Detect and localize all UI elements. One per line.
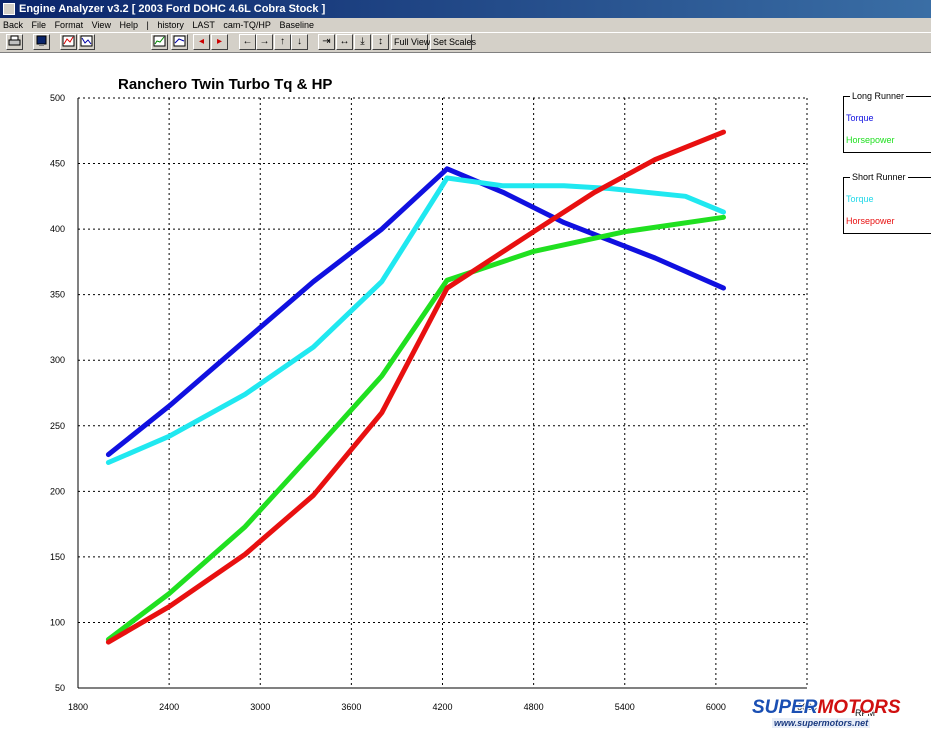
x-tick-label: 6000 (706, 702, 726, 712)
x-tick-label: 4200 (432, 702, 452, 712)
x-tick-label: 2400 (159, 702, 179, 712)
app-icon (3, 3, 15, 15)
graph-step-icon[interactable] (151, 34, 168, 50)
series-short-runner-horsepower (105, 129, 726, 645)
menu-last[interactable]: LAST (192, 20, 215, 30)
window-title-bar: Engine Analyzer v3.2 [ 2003 Ford DOHC 4.… (0, 0, 931, 18)
watermark-url: www.supermotors.net (772, 718, 871, 728)
prev-icon[interactable]: ◂ (193, 34, 210, 50)
x-tick-label: 3600 (341, 702, 361, 712)
arrow-right-icon[interactable]: → (256, 34, 273, 50)
y-tick-label: 350 (50, 290, 65, 300)
y-tick-label: 400 (50, 224, 65, 234)
series-long-runner-torque (105, 166, 726, 458)
menu-file[interactable]: File (31, 20, 47, 30)
menu-help[interactable]: Help (119, 20, 138, 30)
computer-icon[interactable] (33, 34, 50, 50)
chart-title: Ranchero Twin Turbo Tq & HP (118, 76, 332, 93)
y-tick-label: 100 (50, 617, 65, 627)
arrow-down-icon[interactable]: ↓ (291, 34, 308, 50)
chart-axes: 50 100 150 200 250 300 350 400 450 500 1800 2400 300… (50, 93, 817, 712)
y-tick-label: 250 (50, 421, 65, 431)
menu-bar: Back File Format View Help | history LAS… (0, 18, 931, 33)
legend-short-runner-torque: Torque (846, 194, 874, 204)
window-title: Engine Analyzer v3.2 [ 2003 Ford DOHC 4.… (19, 3, 326, 15)
legend-long-runner-horsepower: Horsepower (846, 135, 895, 145)
x-axis-label: RPM (855, 708, 875, 718)
graph-alt-icon[interactable] (78, 34, 95, 50)
supermotors-watermark-logo: SUPERMOTORS www.supermotors.net (752, 697, 928, 729)
full-view-button[interactable]: Full View (391, 34, 430, 50)
y-tick-label: 200 (50, 486, 65, 496)
next-icon[interactable]: ▸ (211, 34, 228, 50)
arrow-left-icon[interactable]: ← (239, 34, 256, 50)
menu-separator: | (146, 20, 149, 30)
graph-overlay-icon[interactable] (171, 34, 188, 50)
x-tick-label: 6600 (797, 702, 817, 712)
legend-short-runner: Short Runner Torque Horsepower (843, 172, 931, 234)
chart-grid (78, 97, 808, 688)
y-tick-label: 300 (50, 355, 65, 365)
watermark-brand-a: SUPER (752, 697, 818, 718)
x-tick-label: 3000 (250, 702, 270, 712)
expand-horizontal-icon[interactable]: ↔ (336, 34, 353, 50)
printer-icon[interactable] (6, 34, 23, 50)
menu-cam-tq-hp[interactable]: cam-TQ/HP (223, 20, 271, 30)
x-tick-label: 1800 (68, 702, 88, 712)
arrow-up-icon[interactable]: ↑ (274, 34, 291, 50)
y-tick-label: 150 (50, 552, 65, 562)
torque-horsepower-chart: Ranchero Twin Turbo Tq & HP 50 100 150 200 2… (50, 76, 875, 718)
legend-short-runner-horsepower: Horsepower (846, 216, 895, 226)
toolbar: ◂ ▸ ← → ↑ ↓ ⇥ ↔ ⤓ ↕ Full View Set Scales (0, 33, 931, 53)
set-scales-button[interactable]: Set Scales (430, 34, 476, 50)
graph-icon[interactable] (60, 34, 77, 50)
legend-long-runner-title: Long Runner (850, 91, 907, 102)
legend-long-runner-torque: Torque (846, 113, 874, 123)
y-tick-label: 50 (55, 683, 65, 693)
expand-vertical-icon[interactable]: ↕ (372, 34, 389, 50)
menu-format[interactable]: Format (54, 20, 84, 30)
y-tick-label: 450 (50, 159, 65, 169)
x-tick-label: 4800 (524, 702, 544, 712)
menu-back[interactable]: Back (3, 20, 24, 30)
x-tick-label: 5400 (615, 702, 635, 712)
menu-baseline[interactable]: Baseline (279, 20, 314, 30)
legend-short-runner-title: Short Runner (850, 172, 908, 183)
compress-horizontal-icon[interactable]: ⇥ (318, 34, 335, 50)
compress-vertical-icon[interactable]: ⤓ (354, 34, 371, 50)
series-long-runner-horsepower (105, 214, 726, 642)
watermark-brand-b: MOTORS (817, 697, 901, 718)
legend-long-runner: Long Runner Torque Horsepower (843, 91, 931, 153)
series-short-runner-torque (105, 175, 726, 465)
y-tick-label: 500 (50, 93, 65, 103)
menu-history[interactable]: history (157, 20, 184, 30)
menu-view[interactable]: View (91, 20, 111, 30)
chart-series (105, 129, 726, 645)
